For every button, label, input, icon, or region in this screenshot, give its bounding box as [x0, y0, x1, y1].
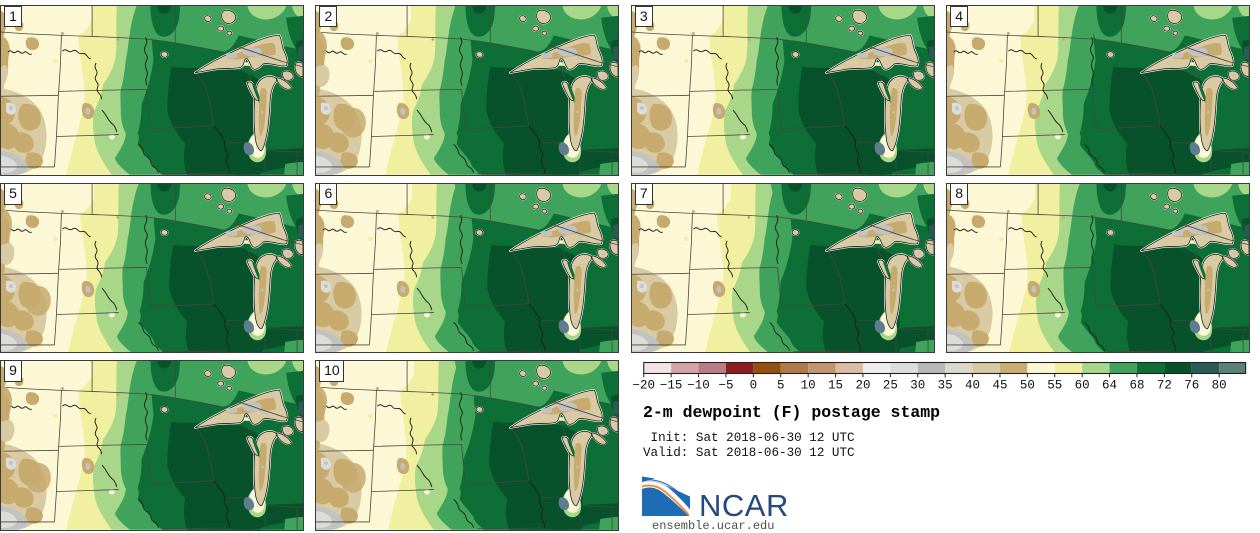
svg-text:10: 10	[801, 379, 816, 393]
svg-text:76: 76	[1184, 379, 1199, 393]
svg-text:−5: −5	[718, 379, 733, 393]
svg-text:−15: −15	[660, 379, 683, 393]
svg-text:15: 15	[828, 379, 843, 393]
svg-text:45: 45	[992, 379, 1007, 393]
svg-text:64: 64	[1102, 379, 1117, 393]
svg-text:72: 72	[1157, 379, 1172, 393]
svg-text:50: 50	[1020, 379, 1035, 393]
svg-text:5: 5	[777, 379, 785, 393]
svg-text:68: 68	[1129, 379, 1144, 393]
svg-text:20: 20	[855, 379, 870, 393]
svg-text:25: 25	[883, 379, 898, 393]
svg-text:35: 35	[938, 379, 953, 393]
svg-text:40: 40	[965, 379, 980, 393]
svg-text:55: 55	[1047, 379, 1062, 393]
svg-text:60: 60	[1075, 379, 1090, 393]
svg-text:80: 80	[1212, 379, 1227, 393]
svg-text:−20: −20	[632, 379, 655, 393]
svg-text:0: 0	[750, 379, 758, 393]
svg-text:30: 30	[910, 379, 925, 393]
svg-text:−10: −10	[687, 379, 710, 393]
